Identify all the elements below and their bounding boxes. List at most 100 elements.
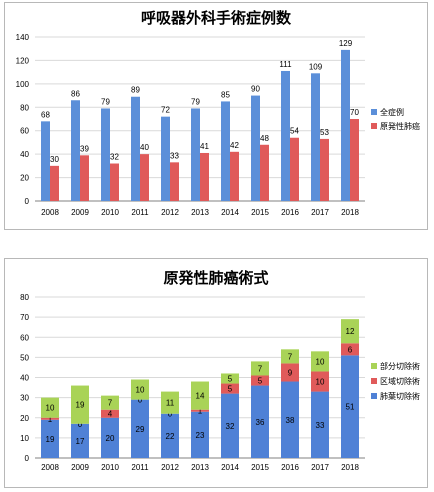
x-tick-label: 2011: [131, 208, 149, 217]
data-label: 19: [46, 435, 55, 444]
chart-surgery-cases-plot: 呼吸器外科手術症例数 0 20 40 60 80 100 120 140 2008 68 30 200…: [16, 9, 420, 217]
data-label: 70: [350, 108, 359, 117]
data-label: 0: [168, 410, 173, 419]
data-label: 7: [258, 364, 263, 373]
bar-segment-partial-resection: [41, 397, 59, 418]
y-tick-label: 0: [25, 454, 30, 463]
data-label: 86: [71, 89, 80, 98]
legend-label: 区域切除術: [380, 376, 420, 386]
data-label: 7: [288, 352, 293, 361]
x-tick-label: 2015: [251, 463, 269, 472]
bar-primary-lung-cancer: [230, 151, 239, 201]
data-label: 38: [286, 416, 295, 425]
x-tick-label: 2017: [311, 463, 329, 472]
y-tick-label: 20: [20, 174, 29, 183]
data-label: 23: [196, 431, 205, 440]
data-label: 33: [316, 421, 325, 430]
x-tick-label: 2010: [101, 463, 119, 472]
data-label: 11: [166, 399, 175, 408]
chart-title: 呼吸器外科手術症例数: [141, 9, 292, 27]
bar-segment-lobectomy: [161, 413, 179, 458]
bar-segment-partial-resection: [101, 395, 119, 410]
bar-segment-partial-resection: [251, 361, 269, 376]
bar-segment-lobectomy: [221, 393, 239, 458]
y-tick-label: 100: [16, 80, 30, 89]
y-tick-label: 40: [20, 374, 29, 383]
bar-segment-partial-resection: [191, 381, 209, 410]
data-label: 1: [48, 415, 53, 424]
bar-segment-lobectomy: [311, 391, 329, 458]
data-label: 90: [251, 85, 260, 94]
y-tick-label: 120: [16, 56, 30, 65]
data-label: 41: [200, 142, 209, 151]
x-tick-label: 2017: [311, 208, 329, 217]
bar-segment-segmentectomy: [251, 375, 269, 386]
data-label: 40: [140, 143, 149, 152]
legend-swatch: [371, 109, 377, 115]
x-tick-label: 2012: [161, 463, 179, 472]
chart-surgery-cases: 呼吸器外科手術症例数 0 20 40 60 80 100 120 140 2008 68 30 200…: [4, 2, 428, 230]
y-tick-label: 60: [20, 333, 29, 342]
bar-primary-lung-cancer: [110, 163, 119, 201]
data-label: 5: [228, 385, 233, 394]
bar-segment-lobectomy: [71, 423, 89, 458]
data-label: 39: [80, 144, 89, 153]
bar-segment-partial-resection: [311, 351, 329, 372]
y-tick-label: 30: [20, 394, 29, 403]
data-label: 10: [316, 357, 325, 366]
bar-primary-lung-cancer: [140, 154, 149, 201]
bar-all-cases: [281, 70, 290, 201]
data-label: 17: [76, 437, 85, 446]
data-label: 14: [196, 392, 205, 401]
chart-lung-cancer-procedures: 原発性肺癌術式 0 10 20 30 40 50 60 70 80 2008 19 1 10 2009 17…: [4, 258, 428, 488]
data-label: 109: [309, 62, 323, 71]
legend-swatch: [371, 393, 377, 399]
bar-all-cases: [161, 116, 170, 201]
data-label: 5: [228, 375, 233, 384]
x-tick-label: 2012: [161, 208, 179, 217]
chart-lung-cancer-procedures-plot: 原発性肺癌術式 01020304050607080200819110200917…: [20, 269, 420, 472]
bar-segment-lobectomy: [131, 399, 149, 458]
bar-all-cases: [41, 121, 50, 201]
data-label: 5: [258, 377, 263, 386]
data-label: 10: [316, 378, 325, 387]
x-tick-label: 2014: [221, 463, 239, 472]
bar-all-cases: [251, 95, 260, 201]
x-tick-label: 2010: [101, 208, 119, 217]
bar-segment-partial-resection: [221, 373, 239, 384]
x-tick-label: 2009: [71, 208, 89, 217]
y-tick-label: 40: [20, 150, 29, 159]
data-label: 33: [170, 151, 179, 160]
bar-all-cases: [311, 73, 320, 201]
bar-all-cases: [71, 100, 80, 201]
data-label: 85: [221, 90, 230, 99]
data-label: 20: [106, 434, 115, 443]
x-tick-label: 2008: [41, 208, 59, 217]
x-tick-label: 2013: [191, 463, 209, 472]
bar-segment-segmentectomy: [311, 371, 329, 392]
bar-primary-lung-cancer: [320, 138, 329, 201]
y-tick-label: 140: [16, 33, 30, 42]
chart-title: 原発性肺癌術式: [163, 269, 268, 287]
y-tick-label: 0: [25, 197, 30, 206]
data-label: 53: [320, 128, 329, 137]
bar-primary-lung-cancer: [50, 165, 59, 201]
bar-segment-segmentectomy: [341, 343, 359, 356]
data-label: 54: [290, 127, 299, 136]
bar-segment-lobectomy: [251, 385, 269, 458]
x-tick-label: 2016: [281, 208, 299, 217]
bar-all-cases: [341, 49, 350, 202]
bar-primary-lung-cancer: [290, 137, 299, 201]
x-tick-label: 2018: [341, 463, 359, 472]
data-label: 1: [198, 407, 203, 416]
y-tick-label: 10: [20, 434, 29, 443]
legend-swatch: [371, 123, 377, 129]
data-label: 79: [191, 97, 200, 106]
bar-segment-partial-resection: [341, 319, 359, 344]
x-tick-label: 2009: [71, 463, 89, 472]
data-label: 129: [339, 39, 353, 48]
x-tick-label: 2008: [41, 463, 59, 472]
bar-segment-lobectomy: [101, 417, 119, 458]
bar-segment-partial-resection: [131, 379, 149, 400]
data-label: 36: [256, 418, 265, 427]
